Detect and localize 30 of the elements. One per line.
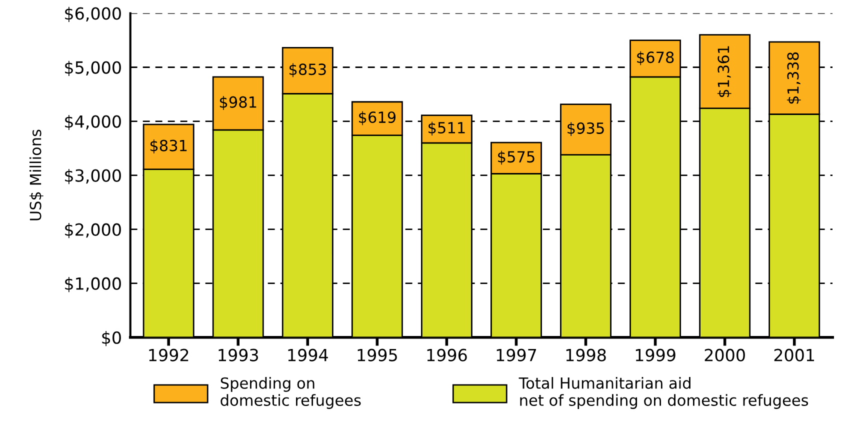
data-label: $619 — [359, 111, 396, 126]
data-label: $511 — [428, 122, 465, 136]
y-tick-label: $1,000 — [65, 277, 121, 292]
y-tick-label: $5,000 — [65, 60, 121, 76]
data-label: $981 — [220, 96, 256, 110]
data-label: $678 — [637, 51, 674, 66]
data-label: $1,338 — [786, 52, 801, 104]
data-label: $853 — [289, 63, 326, 78]
y-tick-label: $3,000 — [65, 168, 121, 184]
x-tick-label: 2001 — [774, 348, 814, 362]
x-tick-label: 1992 — [149, 348, 188, 362]
legend-label: Spending on domestic refugees — [220, 377, 361, 409]
legend-label: Total Humanitarian aid net of spending on domestic refugees — [518, 377, 808, 409]
x-tick-label: 2000 — [704, 348, 745, 362]
x-tick-label: 1995 — [358, 348, 397, 362]
data-label: $1,361 — [717, 46, 732, 98]
y-tick-label: $0 — [102, 331, 121, 346]
y-tick-label: $6,000 — [65, 6, 121, 22]
data-label: $575 — [498, 150, 534, 165]
x-tick-label: 1996 — [427, 348, 467, 362]
x-tick-label: 1993 — [218, 348, 258, 362]
x-tick-label: 1998 — [566, 348, 606, 362]
y-tick-label: $2,000 — [65, 222, 121, 238]
y-tick-label: $4,000 — [65, 114, 121, 130]
y-axis-title: US$ Millions — [29, 130, 44, 220]
data-label: $935 — [568, 122, 604, 136]
data-label: $831 — [150, 140, 187, 154]
x-tick-label: 1999 — [636, 348, 676, 362]
x-tick-label: 1994 — [288, 348, 328, 362]
x-tick-label: 1997 — [496, 348, 536, 362]
